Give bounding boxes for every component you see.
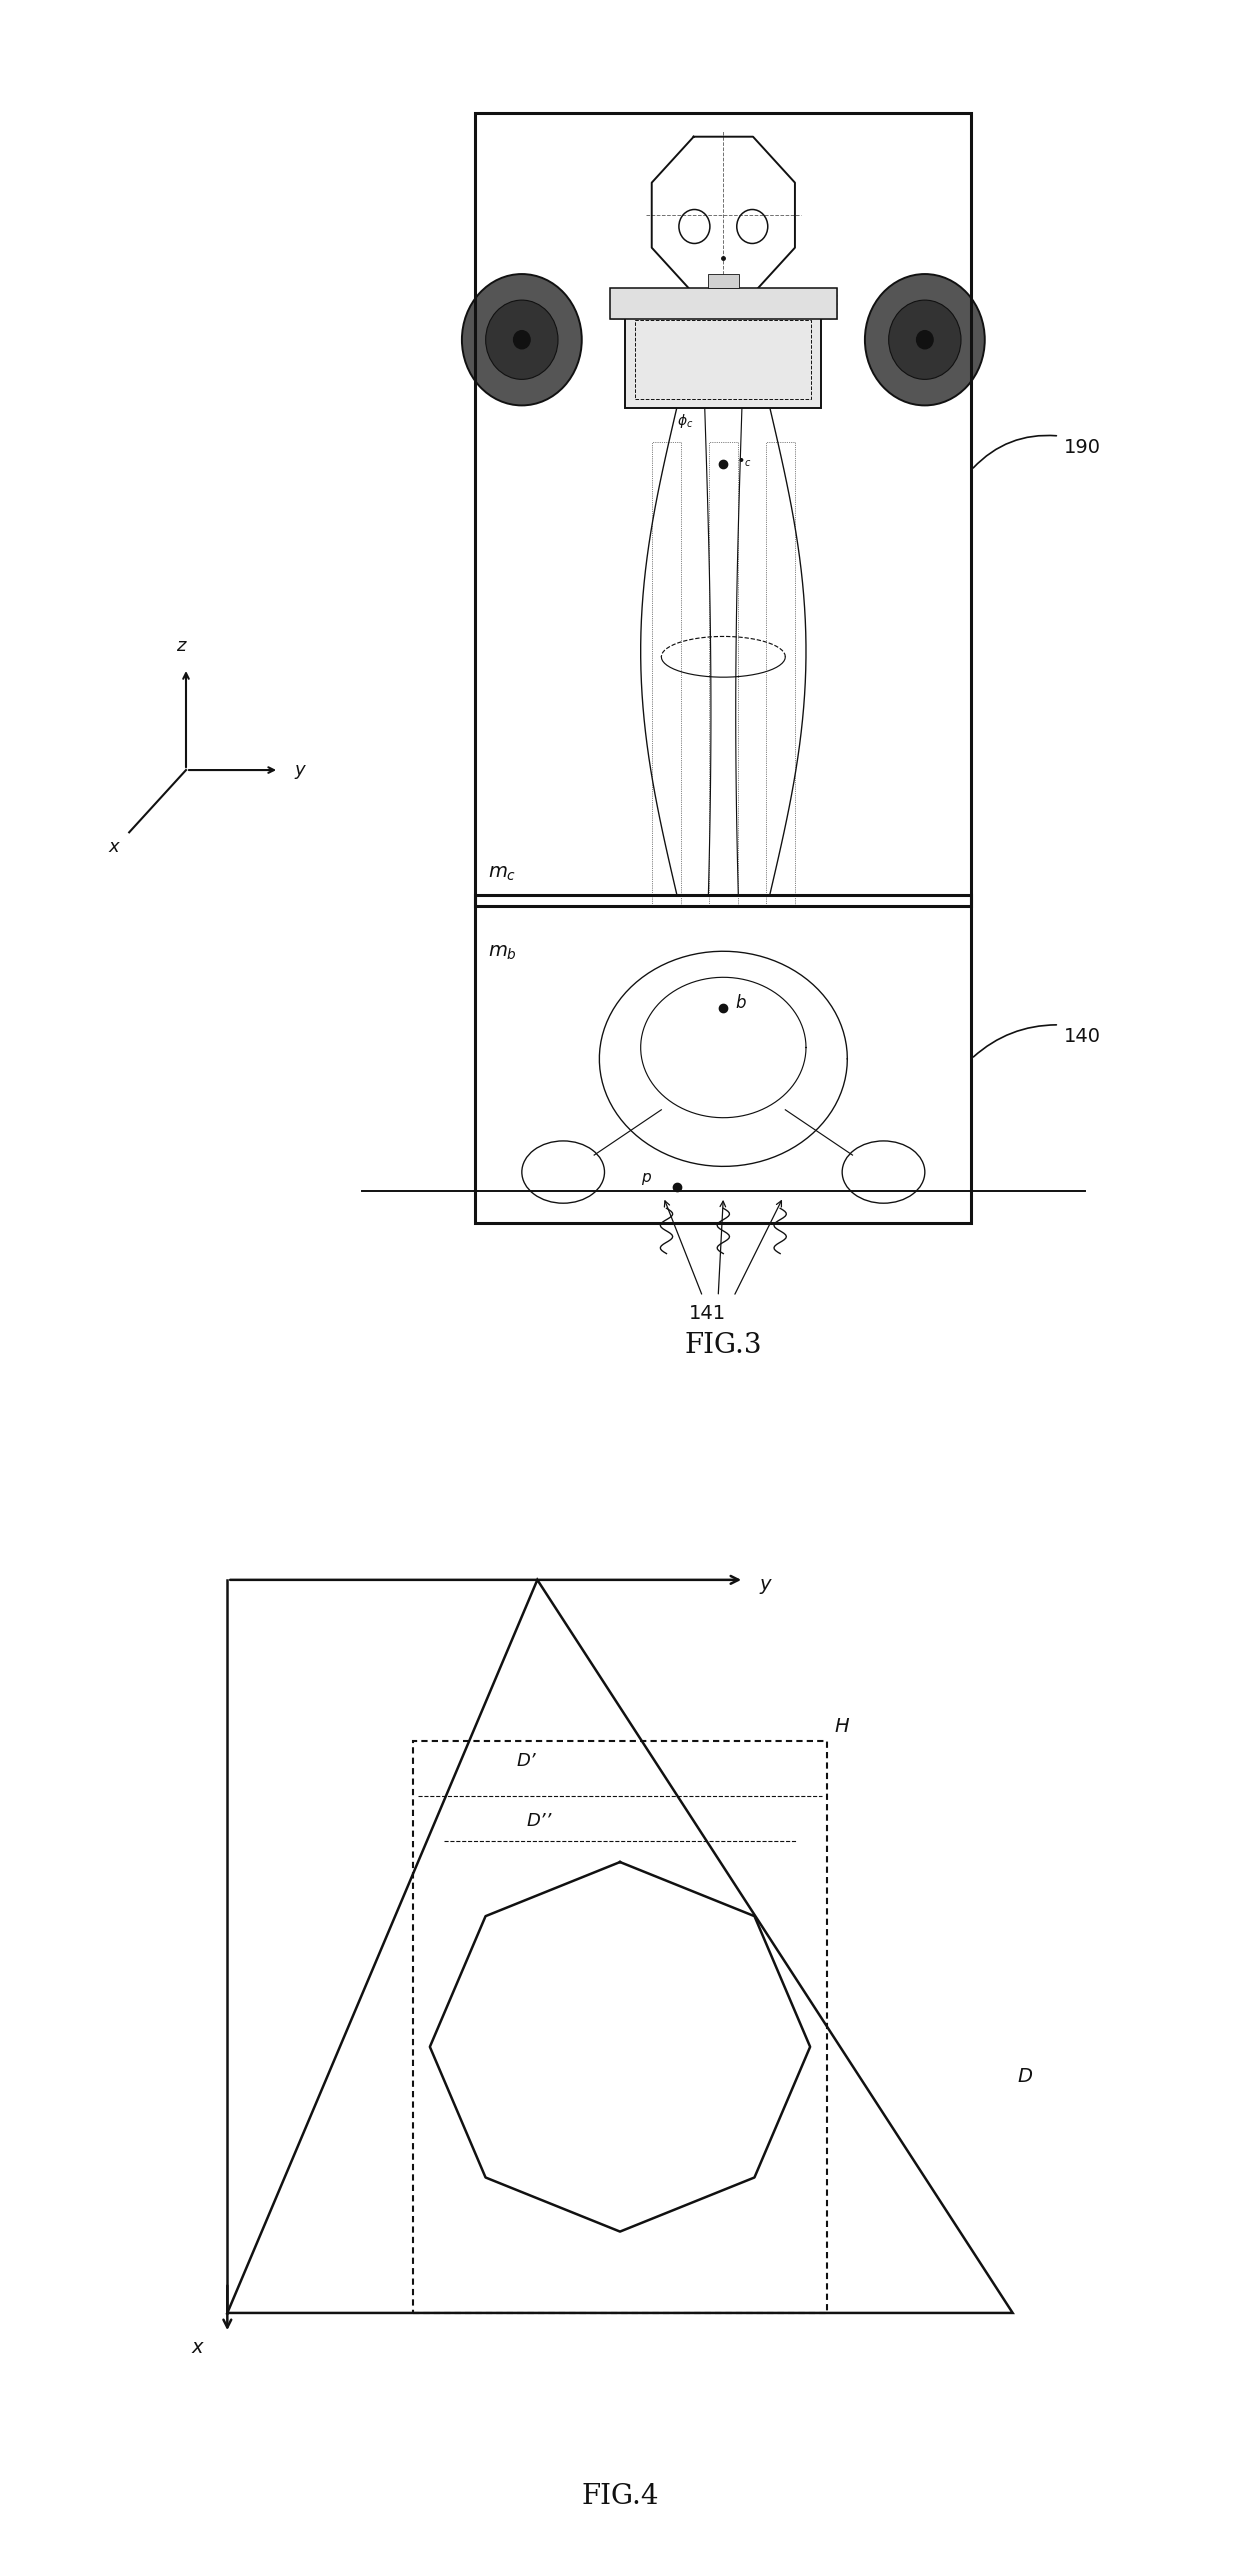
Circle shape	[486, 300, 558, 379]
Bar	[635, 320, 811, 397]
Text: x: x	[109, 838, 119, 856]
Circle shape	[916, 331, 932, 349]
Text: p: p	[641, 1169, 650, 1185]
Text: $\phi_c$: $\phi_c$	[677, 413, 693, 431]
Text: x: x	[191, 2338, 202, 2356]
Bar	[475, 895, 971, 1223]
Bar	[765, 441, 795, 905]
Bar	[708, 274, 739, 287]
Bar	[475, 113, 971, 905]
Text: y: y	[295, 762, 305, 779]
Text: $\bullet_c$: $\bullet_c$	[735, 454, 751, 469]
Text: y: y	[759, 1574, 771, 1595]
Text: 190: 190	[1064, 438, 1101, 456]
Bar	[709, 441, 738, 905]
Circle shape	[889, 300, 961, 379]
Text: H: H	[835, 1715, 849, 1736]
Bar	[652, 441, 681, 905]
Text: FIG.4: FIG.4	[582, 2482, 658, 2510]
Bar	[610, 287, 837, 320]
Text: $m_c$: $m_c$	[487, 864, 516, 882]
Text: D’: D’	[517, 1751, 536, 1769]
Bar	[413, 1741, 827, 2313]
Text: $m_b$: $m_b$	[487, 944, 517, 962]
Circle shape	[513, 331, 529, 349]
Bar	[610, 287, 837, 320]
Text: 141: 141	[689, 1305, 727, 1323]
Circle shape	[461, 274, 582, 405]
Circle shape	[866, 274, 985, 405]
Text: FIG.3: FIG.3	[684, 1333, 763, 1359]
Bar	[625, 310, 821, 408]
Text: 140: 140	[1064, 1026, 1101, 1046]
Text: b: b	[735, 995, 746, 1013]
Text: D’’: D’’	[527, 1813, 552, 1831]
Text: z: z	[176, 636, 186, 656]
Text: D: D	[1018, 2067, 1033, 2087]
